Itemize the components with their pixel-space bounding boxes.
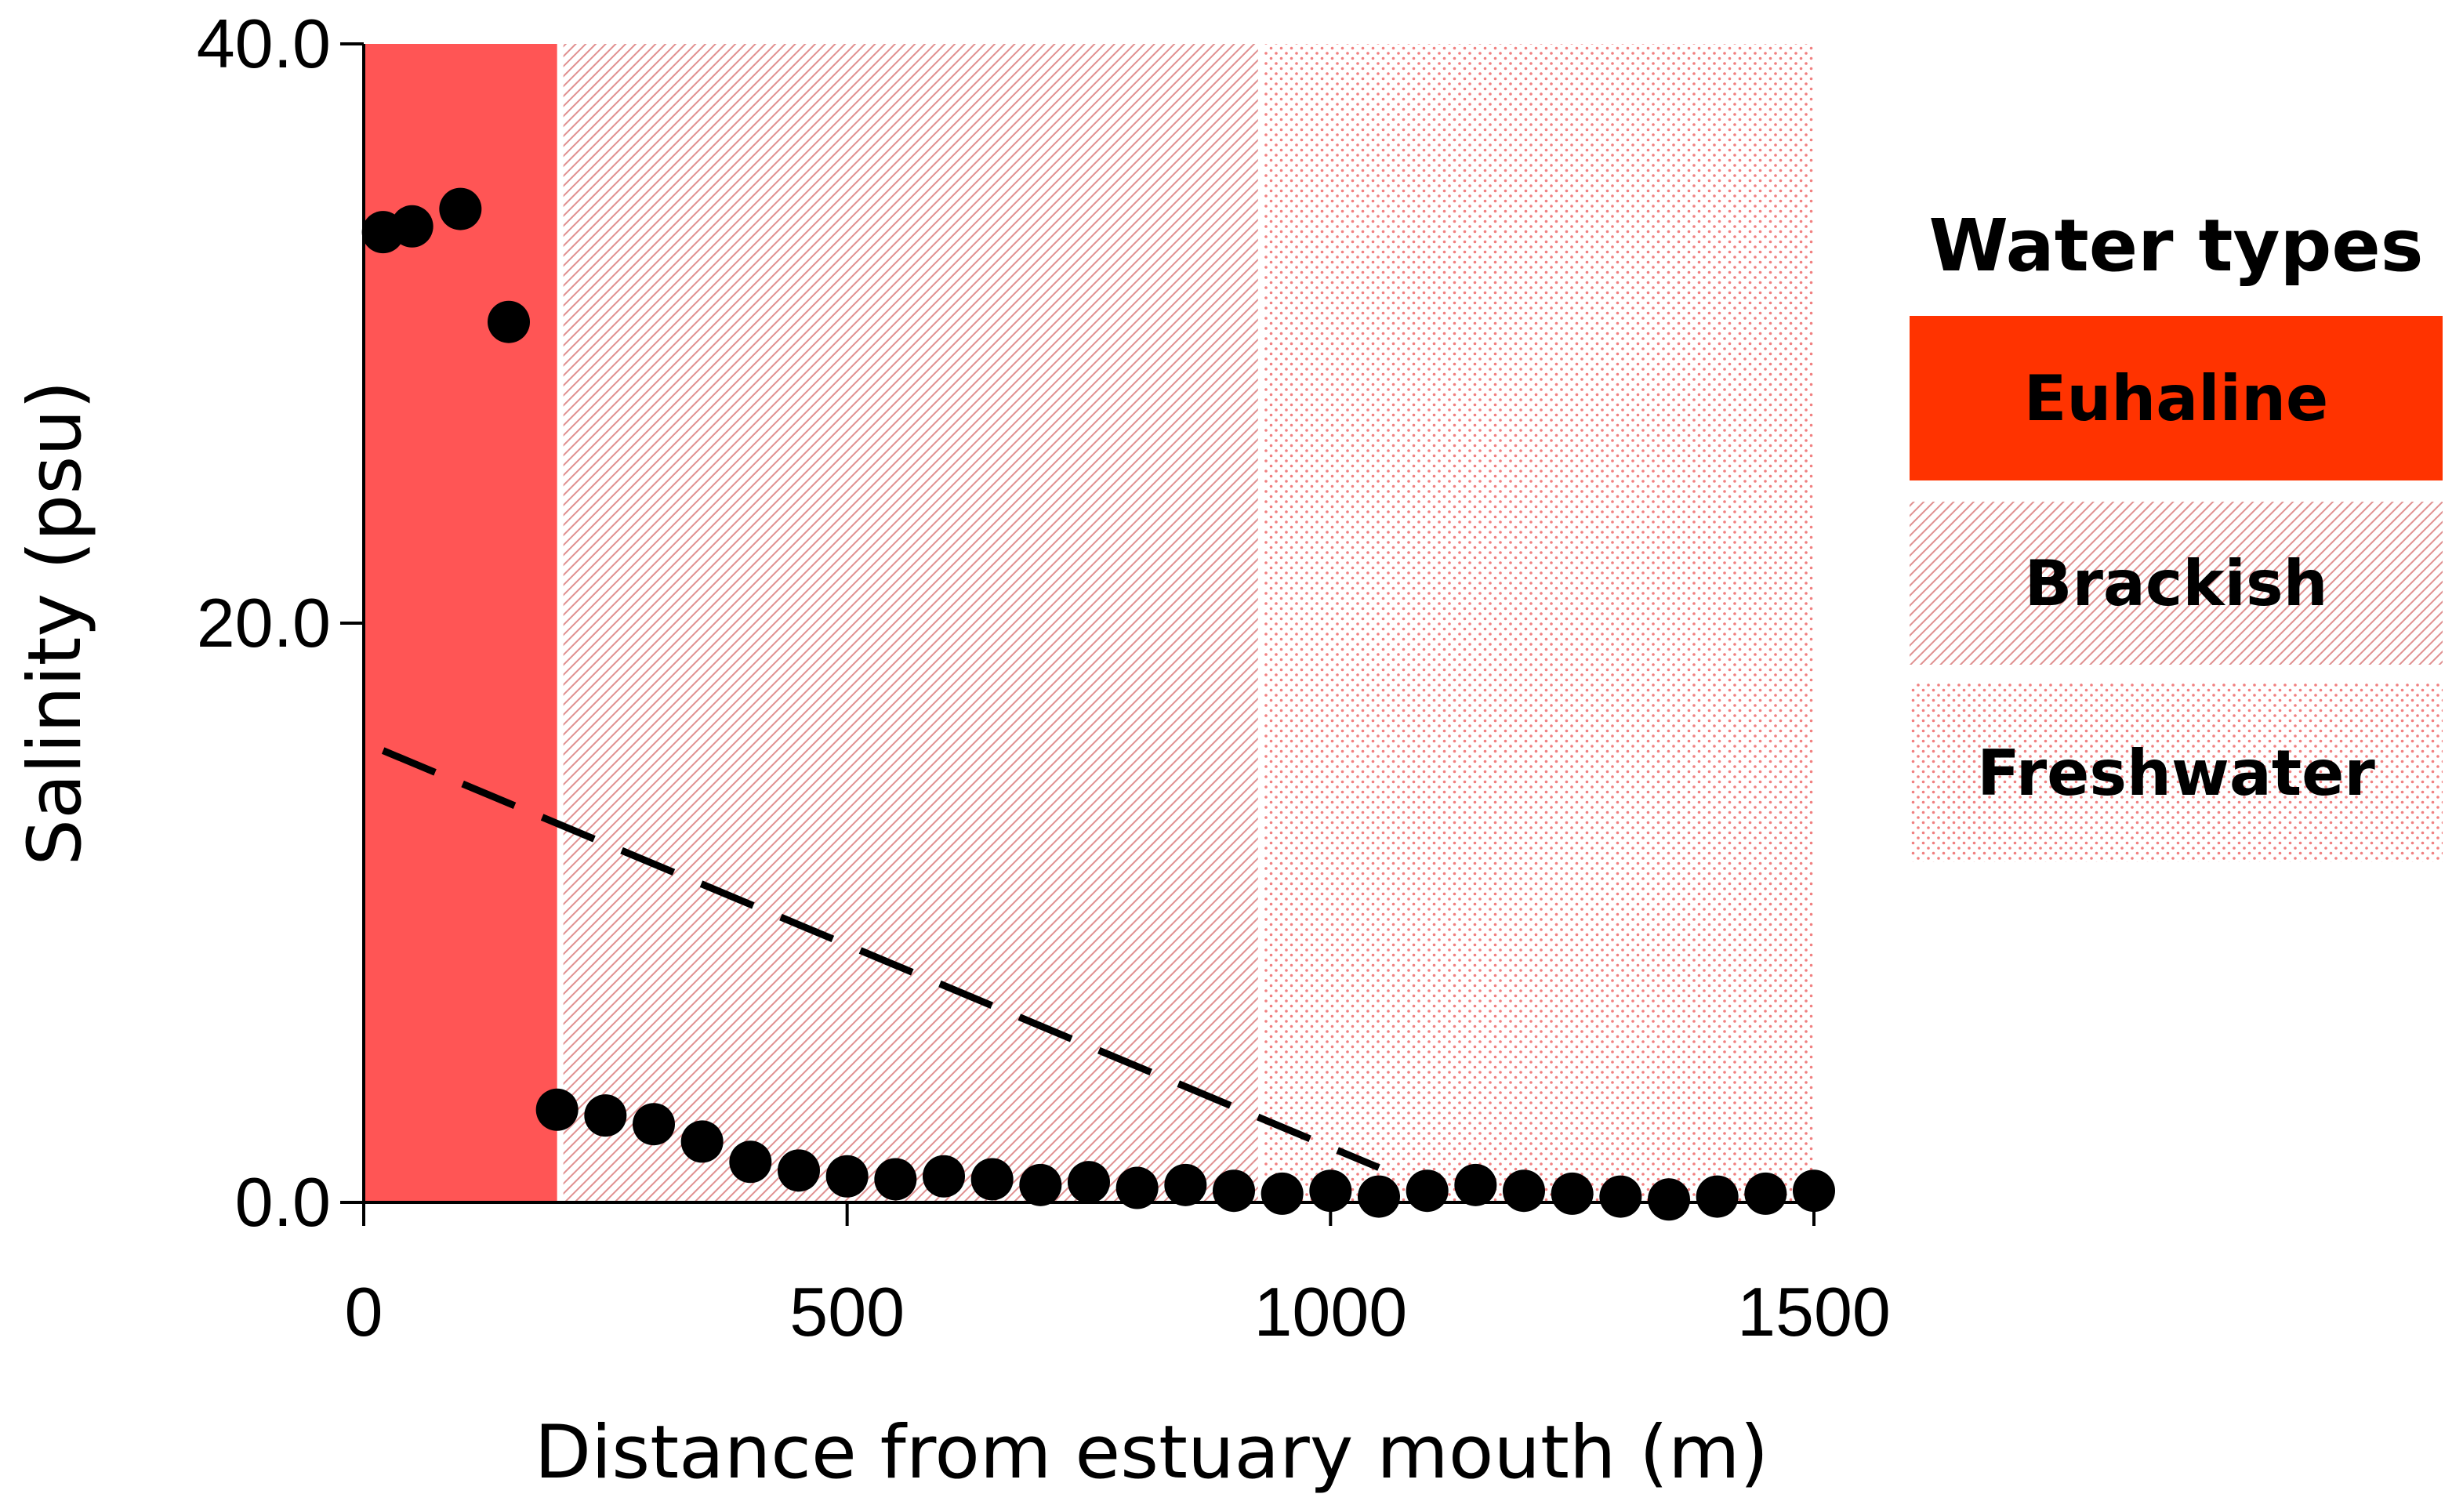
data-point xyxy=(874,1158,917,1201)
data-point xyxy=(584,1094,627,1137)
x-tick-label: 500 xyxy=(789,1273,905,1351)
data-point xyxy=(1019,1163,1062,1206)
legend-label: Brackish xyxy=(2024,547,2327,620)
data-point xyxy=(1599,1175,1642,1218)
water-type-zones xyxy=(364,44,1814,1202)
data-point xyxy=(1696,1175,1739,1218)
y-axis-title: Salinity (psu) xyxy=(13,380,98,865)
data-point xyxy=(1648,1178,1690,1221)
data-point xyxy=(633,1103,675,1146)
trend-line-group xyxy=(381,747,1380,1171)
data-point xyxy=(488,300,530,343)
data-point xyxy=(1115,1166,1159,1209)
data-point xyxy=(1551,1172,1594,1215)
y-tick-label: 40.0 xyxy=(197,5,331,82)
data-point xyxy=(1164,1163,1207,1206)
x-tick-label: 0 xyxy=(345,1273,383,1351)
data-point xyxy=(1068,1161,1110,1204)
legend-item-freshwater: Freshwater xyxy=(1910,683,2443,862)
zone-freshwater xyxy=(1264,44,1814,1202)
y-ticks: 0.0 20.0 40.0 xyxy=(197,5,364,1241)
legend-title: Water types xyxy=(1928,204,2423,288)
data-point xyxy=(970,1158,1014,1201)
axes: 0.0 20.0 40.0 0 500 1000 1500 xyxy=(197,5,1891,1351)
data-point xyxy=(1358,1175,1400,1218)
legend-item-brackish: Brackish xyxy=(1910,502,2443,665)
legend-swatch xyxy=(1910,316,2443,480)
data-point xyxy=(1744,1172,1787,1215)
data-point xyxy=(1406,1169,1449,1213)
data-point xyxy=(778,1149,820,1192)
trend-line xyxy=(381,747,1380,1171)
data-point xyxy=(535,1088,579,1131)
legend-item-euhaline: Euhaline xyxy=(1910,316,2443,480)
x-ticks: 0 500 1000 1500 xyxy=(345,1202,1891,1351)
legend-swatch xyxy=(1910,683,2443,862)
legend-items: Euhaline Brackish Freshwater xyxy=(1910,316,2443,862)
data-point xyxy=(1213,1169,1255,1213)
data-point xyxy=(390,205,433,248)
y-tick-label: 0.0 xyxy=(235,1163,331,1241)
legend: Water types Euhaline Brackish Freshwater xyxy=(1910,204,2443,862)
data-point xyxy=(729,1140,772,1184)
x-axis-title: Distance from estuary mouth (m) xyxy=(535,1410,1768,1496)
legend-swatch xyxy=(1910,502,2443,665)
data-point xyxy=(439,187,482,230)
data-point xyxy=(1503,1169,1545,1213)
data-point xyxy=(923,1155,965,1198)
data-point xyxy=(1454,1163,1497,1206)
data-point xyxy=(680,1120,724,1163)
zone-brackish xyxy=(563,44,1258,1202)
x-tick-label: 1000 xyxy=(1253,1273,1407,1351)
x-tick-label: 1500 xyxy=(1737,1273,1891,1351)
legend-label: Euhaline xyxy=(2024,362,2329,435)
data-point xyxy=(1261,1172,1304,1215)
legend-label: Freshwater xyxy=(1977,737,2375,810)
y-tick-label: 20.0 xyxy=(197,584,331,662)
data-point xyxy=(825,1155,869,1198)
